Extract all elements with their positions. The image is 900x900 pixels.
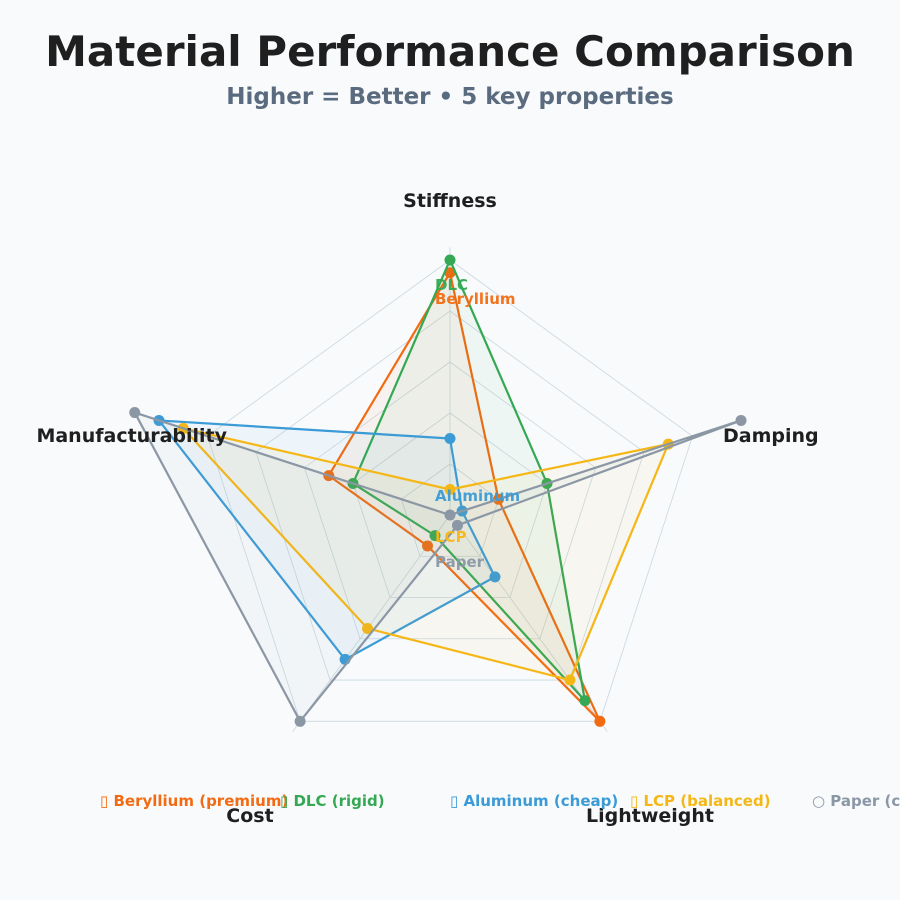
series-label-dlc: DLC <box>435 276 468 294</box>
data-point-dlc <box>429 530 441 542</box>
legend-item-dlc: ▯ DLC (rigid) <box>280 792 385 810</box>
legend-item-paper: ○ Paper (cheap) <box>812 792 900 810</box>
data-point-beryllium <box>422 540 434 552</box>
axis-label-stiffness: Stiffness <box>403 190 497 212</box>
axis-label-cost: Cost <box>226 805 273 827</box>
series-paper <box>129 407 747 727</box>
series-line-paper <box>133 411 743 723</box>
data-point-paper <box>451 519 463 531</box>
axis-label-layer: Stiffness Damping Lightweight Cost Manufactu… <box>36 190 818 827</box>
data-point-dlc <box>579 695 591 707</box>
legend-item-beryllium: ▯ Beryllium (premium) <box>100 792 288 810</box>
axis-label-damping: Damping <box>723 425 819 447</box>
series-label-lcp: LCP <box>435 528 467 546</box>
data-point-lcp <box>362 622 374 634</box>
legend-item-lcp: ▯ LCP (balanced) <box>630 792 771 810</box>
data-point-lcp <box>564 674 576 686</box>
data-point-paper <box>735 414 747 426</box>
chart-subtitle: Higher = Better • 5 key properties <box>226 84 673 110</box>
grid-ring <box>401 463 499 557</box>
data-point-dlc <box>444 254 456 266</box>
series-line-dlc <box>351 258 586 702</box>
legend-item-aluminum: ▯ Aluminum (cheap) <box>450 792 618 810</box>
series-label-paper: Paper <box>435 553 485 571</box>
data-point-beryllium <box>594 715 606 727</box>
data-point-paper <box>129 407 141 419</box>
chart-title: Material Performance Comparison <box>45 27 855 76</box>
series-label-aluminum: Aluminum <box>435 487 520 505</box>
data-point-aluminum <box>444 433 456 444</box>
grid-ring <box>207 259 693 722</box>
series-layer <box>129 254 747 727</box>
grid-spoke <box>292 514 451 732</box>
data-point-paper <box>294 715 306 727</box>
data-point-aluminum <box>489 571 501 583</box>
axis-label-manufacturability: Manufacturability <box>36 425 227 447</box>
legend: ▯ Beryllium (premium)▯ DLC (rigid) ▯ Alum… <box>100 792 900 810</box>
series-label-beryllium: Beryllium <box>435 290 516 308</box>
data-point-paper <box>444 509 456 521</box>
grid-ring <box>304 361 596 640</box>
series-dlc <box>347 254 591 707</box>
axis-label-lightweight: Lightweight <box>586 805 714 827</box>
data-point-lcp <box>444 484 456 495</box>
data-point-beryllium <box>444 267 456 279</box>
